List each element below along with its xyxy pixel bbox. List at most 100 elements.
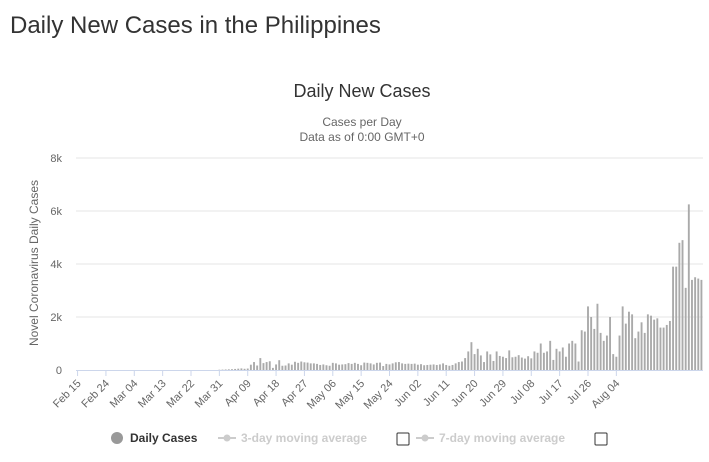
bar[interactable]: [524, 358, 526, 370]
bar[interactable]: [350, 363, 353, 370]
bar[interactable]: [398, 362, 400, 370]
bar[interactable]: [486, 351, 489, 370]
bar[interactable]: [489, 354, 492, 370]
bar[interactable]: [668, 320, 671, 370]
bar[interactable]: [385, 363, 388, 370]
bar[interactable]: [404, 363, 407, 370]
bar[interactable]: [580, 330, 583, 370]
bar[interactable]: [316, 363, 318, 370]
bar[interactable]: [410, 363, 413, 370]
bar[interactable]: [517, 355, 520, 370]
bar[interactable]: [678, 242, 681, 370]
bar[interactable]: [309, 363, 312, 370]
bar[interactable]: [590, 317, 593, 370]
bar[interactable]: [697, 278, 700, 370]
bar[interactable]: [303, 362, 306, 370]
bar[interactable]: [388, 364, 391, 370]
bar[interactable]: [624, 323, 627, 370]
bar[interactable]: [558, 351, 561, 370]
bar[interactable]: [231, 369, 233, 370]
bar[interactable]: [599, 332, 602, 370]
bar[interactable]: [467, 351, 470, 370]
bar[interactable]: [297, 362, 300, 370]
bar[interactable]: [237, 368, 240, 370]
bar[interactable]: [527, 356, 530, 370]
bar[interactable]: [552, 359, 555, 370]
bar[interactable]: [687, 204, 690, 370]
bar[interactable]: [369, 363, 372, 370]
bar[interactable]: [583, 331, 586, 370]
bar[interactable]: [284, 365, 287, 370]
bar[interactable]: [539, 343, 542, 371]
bar[interactable]: [694, 277, 697, 370]
bar[interactable]: [287, 363, 290, 370]
bar[interactable]: [577, 361, 580, 370]
bar[interactable]: [331, 362, 334, 370]
bar[interactable]: [275, 364, 278, 370]
bar[interactable]: [360, 365, 363, 370]
bar[interactable]: [542, 352, 545, 370]
bar[interactable]: [328, 365, 331, 370]
bar[interactable]: [375, 362, 378, 370]
bar[interactable]: [281, 365, 284, 370]
bar[interactable]: [312, 363, 315, 370]
bar[interactable]: [420, 364, 422, 370]
legend-item-3day-average[interactable]: 3-day moving average: [218, 431, 410, 446]
bar[interactable]: [322, 364, 325, 370]
bar[interactable]: [224, 369, 227, 370]
bar[interactable]: [454, 363, 457, 370]
bar[interactable]: [253, 362, 255, 370]
bar[interactable]: [637, 331, 640, 370]
bar[interactable]: [391, 363, 394, 370]
bar[interactable]: [416, 364, 419, 370]
legend-item-7day-average[interactable]: 7-day moving average: [416, 431, 608, 446]
bar[interactable]: [653, 319, 656, 370]
bar[interactable]: [344, 364, 347, 370]
bar[interactable]: [246, 368, 249, 370]
bar[interactable]: [574, 343, 577, 371]
bar[interactable]: [681, 240, 684, 370]
bar[interactable]: [476, 348, 479, 370]
bar[interactable]: [382, 366, 385, 370]
bar[interactable]: [372, 364, 375, 370]
bar[interactable]: [429, 364, 432, 370]
legend-checkbox-7day[interactable]: [594, 432, 608, 446]
bar[interactable]: [249, 364, 252, 370]
bar[interactable]: [498, 355, 501, 370]
bar[interactable]: [605, 335, 608, 370]
bar[interactable]: [659, 327, 662, 370]
bar[interactable]: [495, 351, 498, 370]
bar[interactable]: [492, 360, 495, 370]
bar[interactable]: [520, 357, 523, 370]
bar[interactable]: [234, 368, 237, 370]
bar[interactable]: [549, 340, 552, 370]
bar[interactable]: [363, 362, 366, 370]
bar[interactable]: [536, 352, 539, 370]
bar[interactable]: [561, 347, 564, 370]
bar[interactable]: [413, 363, 416, 370]
bar[interactable]: [290, 364, 293, 370]
bar[interactable]: [278, 360, 281, 370]
bar[interactable]: [640, 322, 643, 370]
bar[interactable]: [271, 367, 274, 370]
bar[interactable]: [438, 364, 441, 370]
bar[interactable]: [672, 266, 675, 370]
bar[interactable]: [401, 363, 404, 370]
legend-item-daily-cases[interactable]: Daily Cases: [111, 431, 198, 445]
bar[interactable]: [423, 365, 426, 370]
bar[interactable]: [265, 362, 268, 370]
bar[interactable]: [501, 356, 504, 370]
bar[interactable]: [618, 335, 621, 370]
bar[interactable]: [300, 361, 303, 370]
bar[interactable]: [240, 368, 243, 370]
bar[interactable]: [609, 317, 611, 370]
bar[interactable]: [593, 328, 596, 370]
bar[interactable]: [325, 365, 328, 370]
bar[interactable]: [243, 368, 246, 370]
bar[interactable]: [306, 362, 309, 370]
bar[interactable]: [514, 356, 517, 370]
bar[interactable]: [473, 354, 476, 370]
bar[interactable]: [505, 358, 508, 370]
bar[interactable]: [615, 356, 618, 370]
bar[interactable]: [587, 306, 589, 370]
